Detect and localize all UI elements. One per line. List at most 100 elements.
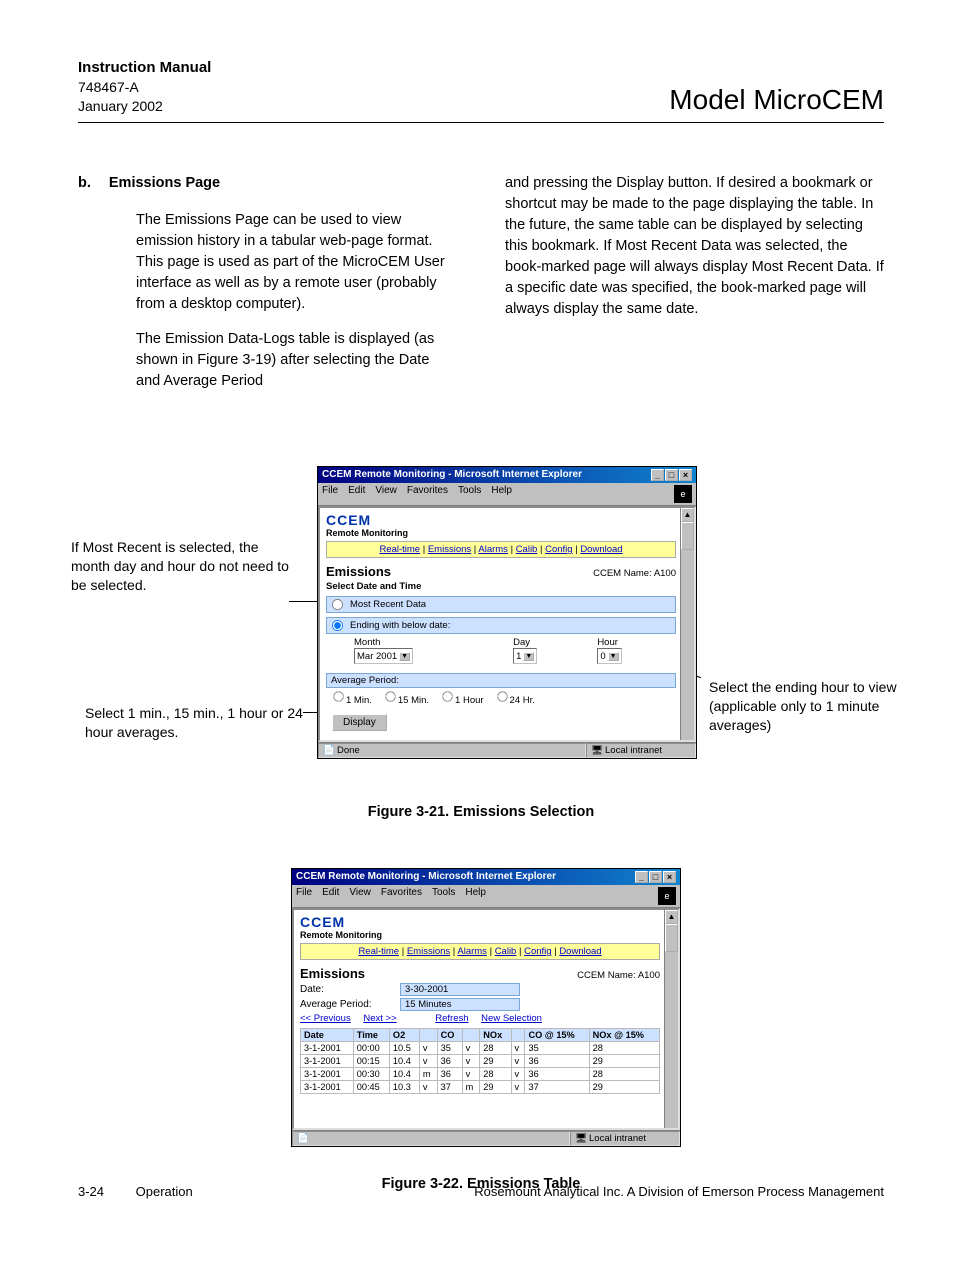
scrollbar-2[interactable]: ▲ [664, 910, 678, 1128]
table-header [419, 1029, 437, 1042]
done-icon: 📄 [323, 745, 334, 756]
zone-icon: 🖥 [591, 745, 602, 756]
table-row: 3-1-200100:0010.5v35v28v3528 [301, 1042, 660, 1055]
table-cell: 28 [480, 1068, 511, 1081]
table-header: Date [301, 1029, 354, 1042]
maximize-button-2[interactable]: □ [649, 871, 662, 883]
avg-1min[interactable]: 1 Min. [332, 690, 372, 706]
emissions-heading: Emissions [326, 564, 391, 579]
avg-1hour-label: 1 Hour [455, 695, 484, 706]
day-select[interactable]: 1▼ [513, 648, 537, 664]
menu-favorites[interactable]: Favorites [407, 485, 448, 503]
figure-1-caption: Figure 3-21. Emissions Selection [78, 804, 884, 820]
paragraph-3: and pressing the Display button. If desi… [505, 173, 884, 320]
table-row: 3-1-200100:1510.4v36v29v3629 [301, 1055, 660, 1068]
avg-24hr[interactable]: 24 Hr. [496, 690, 535, 706]
link-config[interactable]: Config [545, 544, 572, 555]
option-most-recent[interactable]: Most Recent Data [326, 596, 676, 613]
month-value: Mar 2001 [357, 651, 397, 662]
menu-file[interactable]: File [322, 485, 338, 503]
table-cell: v [511, 1068, 525, 1081]
menu-edit-2[interactable]: Edit [322, 887, 339, 905]
table-row: 3-1-200100:3010.4m36v28v3628 [301, 1068, 660, 1081]
link-calib-2[interactable]: Calib [495, 946, 517, 957]
table-cell: v [462, 1055, 480, 1068]
link-config-2[interactable]: Config [524, 946, 551, 957]
table-cell: v [462, 1042, 480, 1055]
link-emissions-2[interactable]: Emissions [407, 946, 450, 957]
menu-help[interactable]: Help [491, 485, 512, 503]
link-alarms-2[interactable]: Alarms [457, 946, 487, 957]
page-number: 3-24 [78, 1184, 104, 1199]
table-header [462, 1029, 480, 1042]
table-cell: 28 [480, 1042, 511, 1055]
link-alarms[interactable]: Alarms [478, 544, 508, 555]
paragraph-2: The Emission Data-Logs table is displaye… [136, 329, 457, 392]
emissions-heading-2: Emissions [300, 966, 365, 981]
link-emissions[interactable]: Emissions [428, 544, 471, 555]
menu-file-2[interactable]: File [296, 887, 312, 905]
table-cell: v [511, 1081, 525, 1094]
radio-ending-date[interactable] [332, 620, 343, 631]
option-ending-date[interactable]: Ending with below date: [326, 617, 676, 634]
table-cell: 3-1-2001 [301, 1042, 354, 1055]
status-zone-2: Local intranet [589, 1133, 646, 1144]
menu-help-2[interactable]: Help [465, 887, 486, 905]
menu-view-2[interactable]: View [349, 887, 371, 905]
doc-number: 748467-A [78, 78, 211, 97]
minimize-button[interactable]: _ [651, 469, 664, 481]
month-label: Month [354, 637, 413, 648]
avg-field-value: 15 Minutes [400, 998, 520, 1011]
menu-view[interactable]: View [375, 485, 397, 503]
window-title-2: CCEM Remote Monitoring - Microsoft Inter… [296, 871, 556, 883]
table-cell: 28 [589, 1042, 659, 1055]
close-button[interactable]: × [679, 469, 692, 481]
close-button-2[interactable]: × [663, 871, 676, 883]
page-footer: 3-24 Operation Rosemount Analytical Inc.… [78, 1184, 884, 1199]
radio-most-recent[interactable] [332, 599, 343, 610]
table-cell: 10.5 [389, 1042, 419, 1055]
table-cell: 00:00 [353, 1042, 389, 1055]
menu-tools-2[interactable]: Tools [432, 887, 455, 905]
ccem-name-label: CCEM Name: [593, 568, 652, 579]
link-download[interactable]: Download [580, 544, 622, 555]
table-cell: 10.3 [389, 1081, 419, 1094]
ccem-subtitle: Remote Monitoring [326, 528, 676, 538]
avg-1min-label: 1 Min. [346, 695, 372, 706]
menu-edit[interactable]: Edit [348, 485, 365, 503]
previous-link[interactable]: << Previous [300, 1013, 351, 1024]
table-cell: m [419, 1068, 437, 1081]
note-ending-hour: Select the ending hour to view (applicab… [709, 678, 929, 735]
display-button[interactable]: Display [332, 714, 387, 731]
day-value: 1 [516, 651, 521, 662]
next-link[interactable]: Next >> [363, 1013, 396, 1024]
zone-icon-2: 🖥 [575, 1133, 586, 1144]
link-download-2[interactable]: Download [559, 946, 601, 957]
link-realtime-2[interactable]: Real-time [358, 946, 399, 957]
maximize-button[interactable]: □ [665, 469, 678, 481]
hour-select[interactable]: 0▼ [597, 648, 621, 664]
table-cell: 3-1-2001 [301, 1055, 354, 1068]
scrollbar[interactable]: ▲ [680, 508, 694, 740]
radio-most-recent-label: Most Recent Data [350, 599, 426, 610]
menu-tools[interactable]: Tools [458, 485, 481, 503]
table-header: CO [437, 1029, 462, 1042]
avg-period-label: Average Period: [331, 675, 399, 686]
ccem-name-label-2: CCEM Name: [577, 970, 636, 981]
avg-15min[interactable]: 15 Min. [384, 690, 429, 706]
table-cell: 35 [525, 1042, 589, 1055]
minimize-button-2[interactable]: _ [635, 871, 648, 883]
avg-1hour[interactable]: 1 Hour [441, 690, 484, 706]
avg-field-label: Average Period: [300, 999, 400, 1010]
link-realtime[interactable]: Real-time [379, 544, 420, 555]
refresh-link[interactable]: Refresh [435, 1013, 468, 1024]
menu-favorites-2[interactable]: Favorites [381, 887, 422, 905]
avg-period-bar: Average Period: [326, 673, 676, 688]
new-selection-link[interactable]: New Selection [481, 1013, 542, 1024]
doc-date: January 2002 [78, 97, 211, 116]
table-header: NOx [480, 1029, 511, 1042]
menu-bar: File Edit View Favorites Tools Help e [318, 483, 696, 506]
table-cell: v [511, 1055, 525, 1068]
month-select[interactable]: Mar 2001▼ [354, 648, 413, 664]
link-calib[interactable]: Calib [516, 544, 538, 555]
